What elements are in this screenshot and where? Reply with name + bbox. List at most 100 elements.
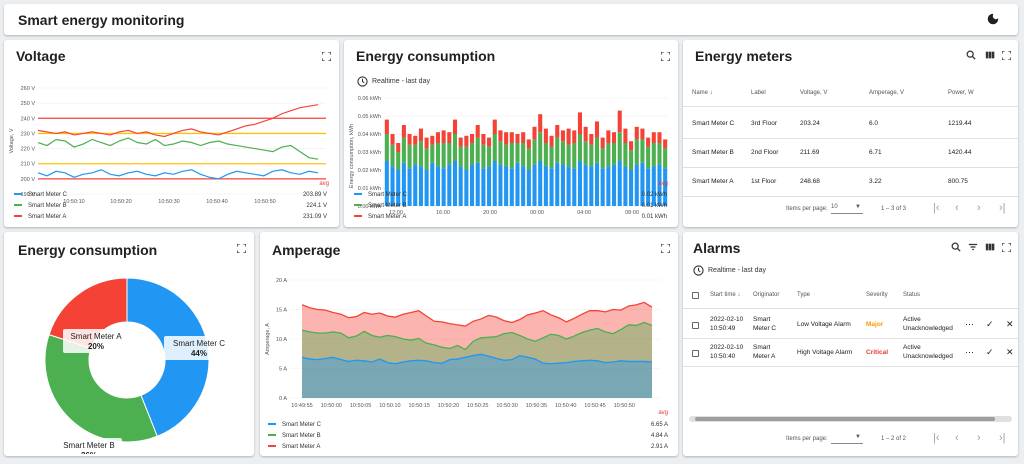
column-header[interactable]: Name ↓ [692,90,713,96]
last-page-icon[interactable]: ›| [999,432,1006,444]
bar-segment [577,161,582,206]
bar-segment [577,112,582,134]
legend-name: Smart Meter C [28,192,68,198]
items-per-page-select[interactable]: ▼ [831,434,863,444]
legend-swatch [354,193,362,196]
x-tick-label: 10:50:40 [206,199,227,205]
bar-segment [487,166,492,206]
prev-page-icon[interactable]: ‹ [955,432,959,444]
legend-value: 2.91 A [650,444,668,450]
bar-segment [401,137,406,163]
table-cell: 3.22 [869,178,882,185]
bar-segment [538,161,543,206]
column-header[interactable]: Start time ↓ [710,292,741,298]
fullscreen-icon[interactable] [1002,51,1011,60]
fullscreen-icon[interactable] [1002,243,1011,252]
clear-icon[interactable]: ✕ [1006,347,1014,357]
bar-segment [481,134,486,145]
column-header[interactable]: Status [903,292,921,298]
bar-segment [464,135,469,147]
first-page-icon[interactable]: |‹ [933,432,940,444]
column-header[interactable]: Severity [866,292,888,298]
bar-segment [646,137,651,147]
legend-name: Smart Meter B [282,433,321,439]
clear-icon[interactable]: ✕ [1006,319,1014,329]
energy-pie-card: Energy consumption Smart Meter C 44% Smart… [4,232,254,456]
y-tick-label: 190 V [21,192,36,198]
fullscreen-icon[interactable] [661,52,670,61]
voltage-card: Voltage 260 V 250 V 240 V 230 V 220 V 210 V 20… [4,40,339,227]
last-page-icon[interactable]: ›| [999,202,1006,214]
first-page-icon[interactable]: |‹ [933,202,940,214]
columns-icon[interactable] [985,242,995,252]
column-header[interactable]: Power, W [948,90,974,96]
column-header[interactable]: Originator [753,292,780,298]
next-page-icon[interactable]: › [977,202,981,214]
alarm-time-clock: 10:50:40 [710,353,736,360]
row-checkbox[interactable] [692,350,699,357]
x-tick-label: 08:00 [625,210,639,216]
y-tick-label: 210 V [21,162,36,168]
y-axis-label: Energy consumption, kWh [349,124,355,188]
prev-page-icon[interactable]: ‹ [955,202,959,214]
column-header[interactable]: Voltage, V [800,90,828,96]
divider [683,138,1018,139]
bar-segment [492,134,497,161]
y-tick-label: 10 A [276,337,287,343]
next-page-icon[interactable]: › [977,432,981,444]
columns-icon[interactable] [985,50,995,60]
row-checkbox[interactable] [692,322,699,329]
y-axis-label: Voltage, V [9,128,15,153]
alarm-status: Active [903,316,921,323]
bar-segment [612,132,617,143]
bar-segment [515,143,520,163]
fullscreen-icon[interactable] [661,244,670,253]
bar-segment [401,125,406,138]
acknowledge-icon[interactable]: ✓ [986,319,994,329]
bar-segment [657,132,662,143]
bar-segment [418,128,423,142]
bar-segment [470,164,475,206]
y-tick-label: 15 A [276,308,287,314]
column-header[interactable]: Label [751,90,766,96]
scrollbar-thumb[interactable] [695,417,995,421]
page-range: 1 – 3 of 3 [881,206,907,212]
search-icon[interactable] [951,242,961,252]
search-icon[interactable] [966,50,976,60]
bar-segment [384,134,389,161]
bar-segment [651,166,656,206]
bar-segment [384,119,389,134]
bar-segment [577,134,582,161]
bar-segment [509,143,514,169]
fullscreen-icon[interactable] [237,244,246,253]
bar-segment [407,144,412,169]
more-icon[interactable]: ⋯ [965,319,974,329]
bar-segment [521,143,526,167]
bar-segment [424,148,429,170]
dark-mode-icon[interactable] [986,12,1000,26]
alarm-originator: Smart [753,344,771,351]
y-tick-label: 0.03 kWh [358,150,381,156]
bar-segment [560,130,565,142]
legend-value: 6.65 A [650,422,668,428]
divider [683,106,1018,107]
column-header[interactable]: Type [797,292,811,298]
bar-segment [452,119,458,134]
legend-value: 0.02 kWh [641,192,667,198]
fullscreen-icon[interactable] [322,52,331,61]
items-per-page-select[interactable]: 10 ▼ [831,204,863,214]
x-tick-label: 20:00 [483,210,497,216]
more-icon[interactable]: ⋯ [965,347,974,357]
bar-segment [543,166,548,206]
filter-icon[interactable] [968,242,978,252]
x-tick-label: 10:50:35 [526,403,547,409]
bar-segment [657,143,662,165]
bar-segment [549,135,554,147]
legend-swatch [268,434,276,437]
clock-icon [357,76,368,87]
horizontal-scrollbar[interactable] [689,416,1012,422]
acknowledge-icon[interactable]: ✓ [986,347,994,357]
select-all-checkbox[interactable] [692,292,699,299]
column-header[interactable]: Amperage, V [869,90,905,96]
bar-segment [481,168,486,206]
